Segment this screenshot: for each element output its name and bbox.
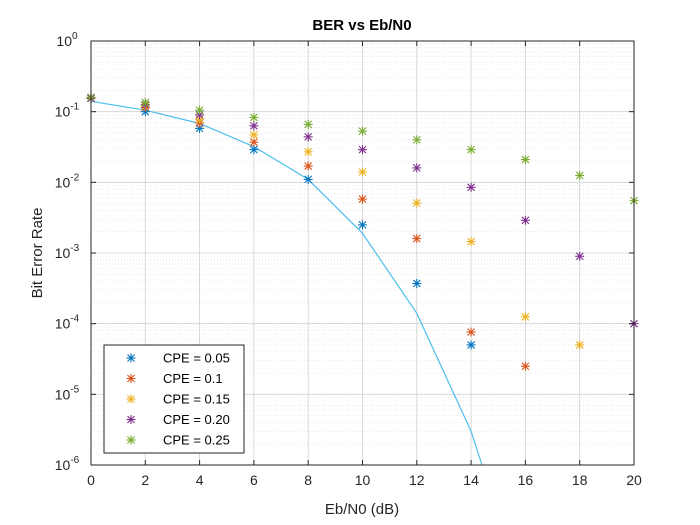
legend-box — [103, 344, 245, 454]
data-point-marker — [575, 340, 585, 350]
data-point-marker — [249, 130, 259, 140]
data-point-marker — [358, 167, 367, 177]
data-point-marker — [412, 234, 422, 244]
x-tick-label: 16 — [518, 472, 534, 488]
data-point-marker — [466, 182, 476, 192]
chart-title: BER vs Eb/N0 — [312, 17, 411, 34]
legend-label: CPE = 0.15 — [163, 392, 230, 407]
data-point-marker — [575, 251, 585, 261]
x-tick-label: 4 — [196, 472, 204, 488]
legend-label: CPE = 0.20 — [163, 412, 230, 427]
y-axis-label: Bit Error Rate — [29, 208, 46, 299]
data-point-marker — [520, 361, 530, 371]
data-point-marker — [466, 145, 476, 155]
x-tick-label: 8 — [304, 472, 312, 488]
legend-marker — [126, 435, 136, 445]
data-point-marker — [412, 135, 422, 145]
x-axis-label: Eb/N0 (dB) — [325, 501, 399, 518]
y-tick-label: 10-1 — [55, 102, 80, 120]
legend: CPE = 0.05 CPE = 0.1 CPE = 0.15 CPE = 0.20 C… — [103, 344, 245, 454]
data-point-marker — [412, 279, 422, 289]
data-point-marker — [412, 198, 422, 208]
data-point-marker — [520, 155, 530, 165]
x-tick-label: 20 — [626, 472, 642, 488]
data-point-marker — [520, 215, 530, 225]
data-point-marker — [358, 145, 367, 155]
data-point-marker — [303, 147, 313, 157]
legend-label: CPE = 0.1 — [163, 371, 223, 386]
x-tick-label: 12 — [409, 472, 425, 488]
data-point-marker — [303, 174, 313, 184]
tick-layer: 0 2 4 6 8 10 12 14 16 18 20 100 10-1 10-2 10-3 10-4 10-5… — [55, 31, 642, 488]
legend-label: CPE = 0.05 — [163, 351, 230, 366]
data-point-marker — [303, 161, 313, 171]
data-point-marker — [575, 170, 585, 180]
legend-marker — [126, 374, 136, 383]
legend-marker — [126, 415, 136, 424]
data-point-marker — [195, 105, 205, 115]
legend-marker — [126, 353, 136, 363]
data-point-marker — [358, 126, 367, 136]
data-point-marker — [358, 194, 367, 204]
data-point-marker — [358, 220, 367, 230]
data-point-marker — [249, 121, 259, 131]
data-point-marker — [520, 312, 530, 322]
x-tick-label: 2 — [141, 472, 149, 488]
data-point-marker — [466, 327, 476, 337]
y-tick-label: 10-4 — [55, 314, 80, 332]
x-tick-label: 0 — [87, 472, 95, 488]
data-point-marker — [466, 237, 476, 247]
x-tick-label: 10 — [355, 472, 371, 488]
y-tick-label: 10-3 — [55, 243, 80, 261]
data-point-marker — [412, 163, 422, 173]
y-tick-label: 10-6 — [55, 455, 80, 473]
data-point-marker — [249, 145, 259, 155]
legend-marker — [126, 394, 136, 404]
data-point-marker — [466, 340, 476, 350]
data-point-marker — [303, 119, 313, 129]
data-point-marker — [303, 132, 313, 142]
data-point-marker — [249, 112, 259, 122]
x-tick-label: 14 — [463, 472, 479, 488]
y-tick-label: 10-2 — [55, 172, 80, 190]
legend-label: CPE = 0.25 — [163, 433, 230, 448]
x-tick-label: 18 — [572, 472, 588, 488]
legend-items: CPE = 0.05 CPE = 0.1 CPE = 0.15 CPE = 0.20 C… — [126, 351, 230, 448]
data-point-marker — [140, 97, 150, 107]
x-tick-label: 6 — [250, 472, 258, 488]
y-tick-label: 100 — [56, 31, 78, 49]
y-tick-label: 10-5 — [55, 384, 80, 402]
